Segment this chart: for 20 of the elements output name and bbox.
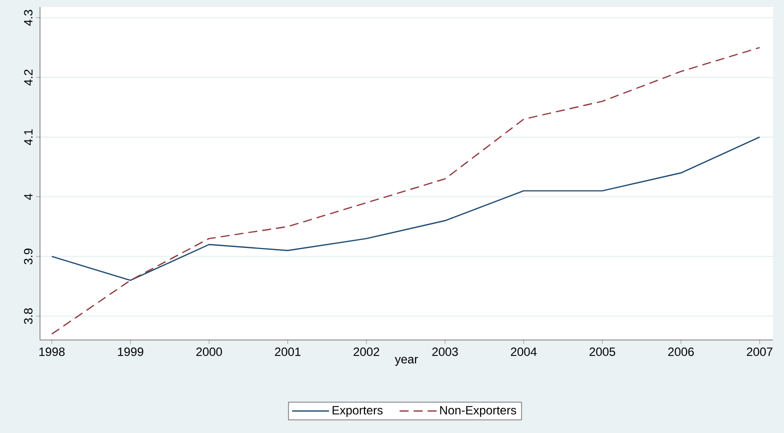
x-tick-label: 2001 — [274, 348, 300, 356]
line-series — [51, 136, 760, 281]
x-tick-label: 2006 — [668, 348, 694, 356]
y-tick-label: 3.9 — [24, 248, 32, 264]
y-tick-label: 4.2 — [24, 70, 32, 86]
legend-label: Exporters — [332, 406, 383, 417]
y-tick-label: 3.8 — [24, 308, 32, 324]
x-tick-label: 1999 — [118, 348, 144, 356]
x-tick-label: 2005 — [590, 348, 616, 356]
x-tick-label: 2007 — [746, 348, 772, 356]
x-tick-label: 2003 — [432, 348, 458, 356]
y-tick-label: 4 — [24, 194, 32, 200]
legend-label: Non-Exporters — [440, 406, 516, 417]
y-tick-label: 4.1 — [24, 129, 32, 146]
x-tick-label: 2000 — [196, 348, 222, 356]
y-tick-label: 4.3 — [24, 10, 32, 26]
x-axis-title: year — [394, 356, 418, 366]
x-tick-label: 1998 — [39, 348, 65, 356]
x-tick-label: 2004 — [510, 348, 537, 356]
x-tick-label: 2002 — [354, 348, 380, 356]
